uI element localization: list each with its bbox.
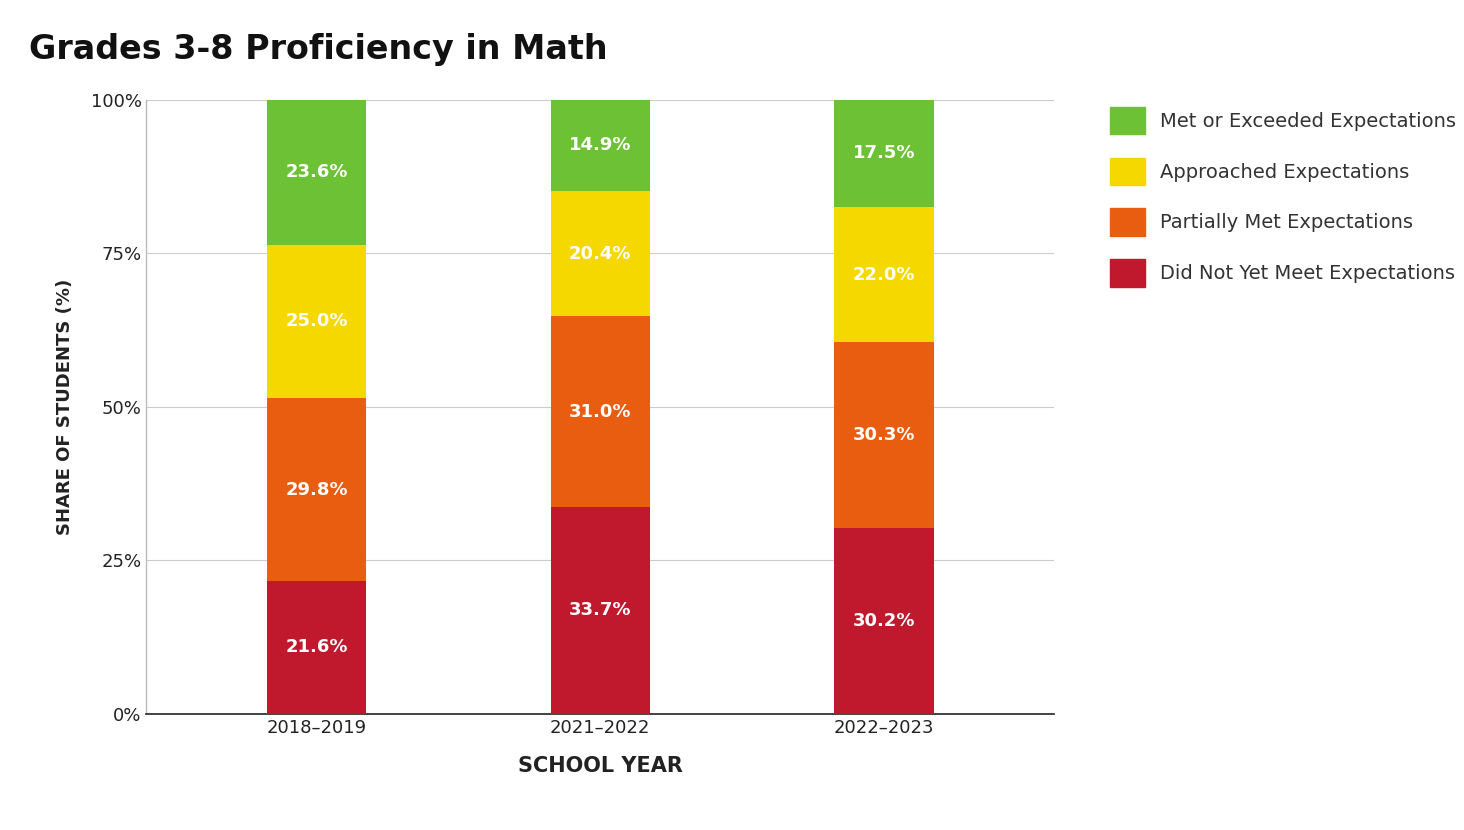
Text: 30.2%: 30.2% bbox=[852, 612, 915, 630]
Text: 33.7%: 33.7% bbox=[569, 601, 631, 619]
Text: 30.3%: 30.3% bbox=[852, 427, 915, 444]
Bar bbox=[550, 100, 650, 191]
Legend: Met or Exceeded Expectations, Approached Expectations, Partially Met Expectation: Met or Exceeded Expectations, Approached… bbox=[1099, 97, 1464, 296]
Bar bbox=[266, 581, 366, 714]
Text: 14.9%: 14.9% bbox=[569, 136, 631, 154]
Bar bbox=[550, 316, 650, 507]
Bar bbox=[834, 342, 934, 529]
Text: 21.6%: 21.6% bbox=[285, 638, 348, 657]
Text: 17.5%: 17.5% bbox=[852, 144, 915, 163]
Text: 25.0%: 25.0% bbox=[285, 312, 348, 330]
Bar bbox=[834, 529, 934, 714]
Text: 29.8%: 29.8% bbox=[285, 481, 348, 499]
Bar bbox=[266, 245, 366, 398]
Text: 31.0%: 31.0% bbox=[569, 403, 631, 421]
Bar bbox=[266, 398, 366, 581]
Text: 22.0%: 22.0% bbox=[852, 266, 915, 284]
Text: Grades 3-8 Proficiency in Math: Grades 3-8 Proficiency in Math bbox=[29, 33, 608, 66]
Bar bbox=[550, 507, 650, 714]
Bar bbox=[834, 100, 934, 207]
Y-axis label: SHARE OF STUDENTS (%): SHARE OF STUDENTS (%) bbox=[56, 279, 73, 535]
Bar bbox=[266, 100, 366, 245]
Bar bbox=[834, 207, 934, 342]
Text: 23.6%: 23.6% bbox=[285, 163, 348, 181]
Bar bbox=[550, 191, 650, 316]
X-axis label: SCHOOL YEAR: SCHOOL YEAR bbox=[518, 756, 682, 776]
Text: 20.4%: 20.4% bbox=[569, 245, 631, 263]
